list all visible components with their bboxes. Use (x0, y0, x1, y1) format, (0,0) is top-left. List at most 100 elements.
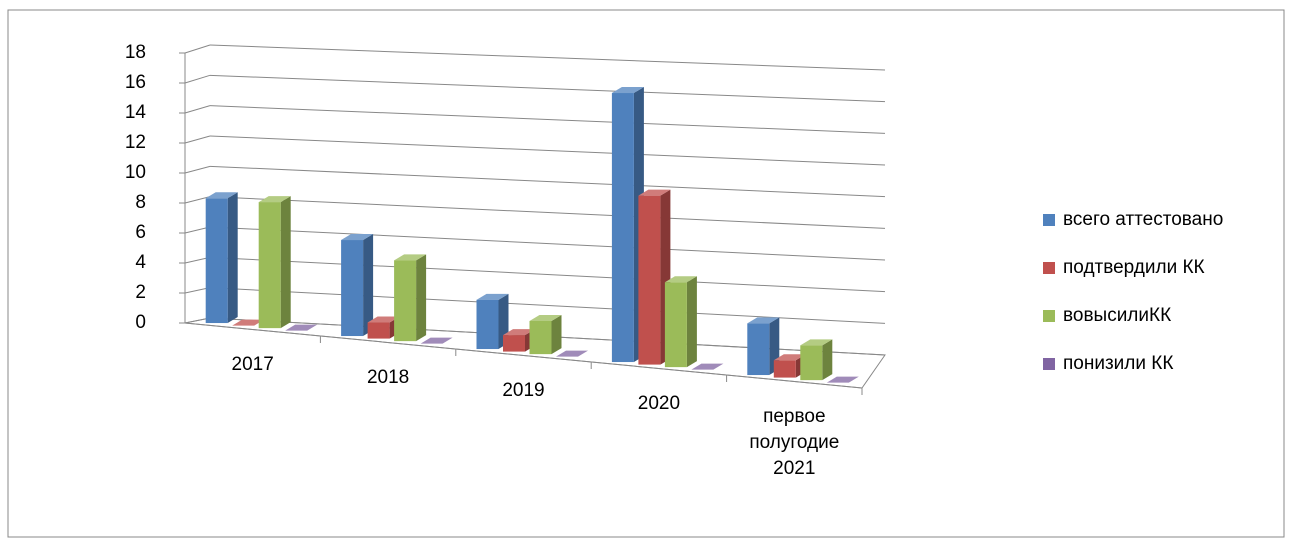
side-grid-line (184, 135, 211, 144)
bar-top (205, 192, 238, 199)
bar (826, 376, 859, 383)
grid-line (209, 256, 886, 293)
y-tick-label: 14 (125, 102, 147, 123)
bar-side (227, 192, 238, 324)
side-grid-line (184, 44, 211, 54)
bar (529, 314, 562, 355)
bar-front (367, 322, 390, 339)
bar-top (826, 376, 859, 383)
legend-item: всего аттестовано (1043, 196, 1223, 244)
bar-top (800, 339, 833, 346)
bar-side (416, 254, 427, 342)
bar (556, 350, 588, 357)
bar-top (664, 276, 697, 283)
bar-top (638, 189, 671, 196)
grid-line (209, 74, 886, 103)
bar-front (258, 202, 281, 329)
y-tick-label: 2 (135, 282, 146, 303)
bar-side (280, 196, 291, 329)
legend-label: вовысилиКК (1063, 305, 1172, 326)
bar-top (420, 337, 453, 344)
bar (394, 254, 427, 342)
bar (285, 324, 318, 331)
grid-line (209, 135, 886, 166)
bar-top (285, 324, 318, 331)
bar-top (529, 314, 562, 321)
bar-front (476, 299, 499, 350)
bar-side (363, 234, 374, 337)
y-tick-label: 10 (125, 162, 146, 183)
legend: всего аттестовано подтвердили КК вовысилиК… (1043, 196, 1223, 388)
grid-line (209, 196, 886, 229)
x-axis (184, 322, 863, 389)
side-grid-line (184, 105, 211, 114)
bar (420, 337, 453, 344)
bar-top (232, 319, 265, 326)
bar-side (822, 339, 833, 381)
bar (258, 196, 291, 329)
legend-item: вовысилиКК (1043, 292, 1223, 340)
y-tick-label: 4 (135, 252, 146, 273)
bar-front (800, 345, 823, 381)
side-grid-line (184, 165, 211, 174)
bar-top (747, 317, 780, 324)
side-grid-line (184, 196, 211, 204)
legend-swatch (1043, 310, 1055, 322)
bar (664, 276, 697, 368)
x-tick-label: 2018 (366, 366, 410, 388)
bar (232, 319, 265, 326)
y-tick-label: 18 (125, 42, 146, 63)
x-tick-label: первое полугодие 2021 (749, 405, 840, 479)
side-grid-line (184, 74, 211, 84)
bar-top (394, 254, 427, 261)
bar-front (205, 198, 228, 324)
bar-top (476, 293, 509, 300)
legend-label: всего аттестовано (1063, 209, 1224, 230)
bar-front (529, 320, 552, 355)
x-tick-label: 2017 (231, 353, 274, 375)
bar-side (686, 276, 697, 368)
bar (476, 293, 509, 350)
legend-swatch (1043, 262, 1055, 274)
chart-border (7, 9, 1285, 538)
bar (341, 234, 374, 337)
y-tick-label: 8 (135, 192, 146, 213)
x-tick-label: 2019 (502, 379, 545, 401)
bar-top (503, 329, 535, 336)
y-tick-label: 16 (125, 72, 146, 93)
legend-item: подтвердили КК (1043, 244, 1223, 292)
grid-line (209, 165, 886, 198)
bar-front (341, 240, 364, 337)
grid-line (209, 44, 886, 71)
legend-label: подтвердили КК (1063, 257, 1205, 278)
bar-top (773, 354, 806, 361)
bar-front (611, 93, 634, 363)
bar-top (367, 316, 400, 323)
bar (747, 317, 780, 376)
y-tick-label: 6 (135, 222, 146, 243)
bar (800, 339, 833, 381)
bar-front (664, 282, 687, 368)
bar-top (258, 196, 291, 203)
bar-front (638, 195, 661, 365)
bar-front (773, 360, 796, 378)
x-tick-label: 2020 (637, 392, 681, 414)
bar-front (394, 260, 417, 342)
bar-side (551, 314, 562, 355)
legend-swatch (1043, 214, 1055, 226)
bar-top (611, 87, 644, 94)
bar-front (747, 323, 770, 376)
y-tick-label: 12 (125, 132, 146, 153)
bar-front (503, 335, 525, 352)
y-tick-label: 0 (135, 312, 146, 333)
bar (205, 192, 238, 324)
legend-label: понизили КК (1063, 353, 1174, 374)
grid-line (209, 226, 886, 261)
legend-swatch (1043, 358, 1055, 370)
bar-top (341, 234, 374, 241)
bar-top (556, 350, 588, 357)
grid-line (209, 105, 886, 134)
bar (691, 363, 724, 370)
